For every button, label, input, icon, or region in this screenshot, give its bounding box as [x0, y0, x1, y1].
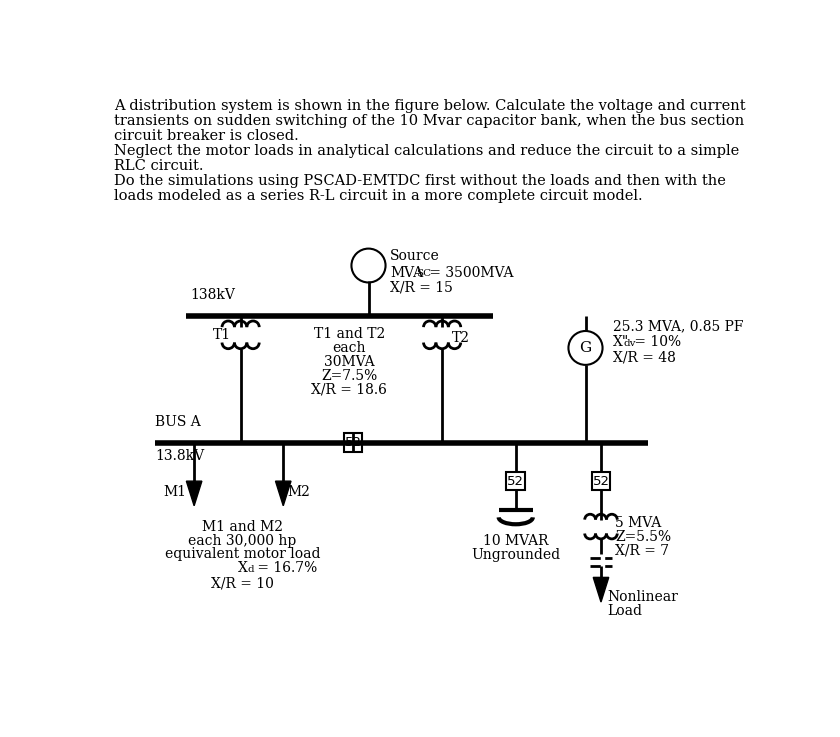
Text: X: X	[238, 561, 248, 575]
Text: Do the simulations using PSCAD-EMTDC first without the loads and then with the: Do the simulations using PSCAD-EMTDC fir…	[114, 174, 726, 188]
Text: BUS A: BUS A	[155, 415, 201, 429]
Text: 5 MVA: 5 MVA	[615, 516, 661, 530]
Text: M2: M2	[287, 485, 310, 499]
Bar	[344, 433, 362, 452]
Text: M1: M1	[163, 485, 186, 499]
Text: Z=5.5%: Z=5.5%	[615, 530, 671, 544]
Text: each: each	[333, 341, 366, 355]
Circle shape	[569, 331, 602, 365]
Text: T1 and T2: T1 and T2	[313, 327, 385, 341]
Text: Source: Source	[391, 248, 440, 262]
Polygon shape	[186, 481, 202, 506]
Text: Neglect the motor loads in analytical calculations and reduce the circuit to a s: Neglect the motor loads in analytical ca…	[114, 144, 739, 158]
Text: 138kV: 138kV	[190, 287, 235, 301]
Text: 30MVA: 30MVA	[323, 354, 375, 368]
Text: = 10%: = 10%	[631, 335, 681, 349]
Text: MVA: MVA	[391, 265, 423, 279]
Text: 10 MVAR: 10 MVAR	[483, 534, 549, 548]
Text: X/R = 15: X/R = 15	[391, 281, 453, 295]
Text: T1: T1	[213, 328, 231, 342]
Text: X/R = 48: X/R = 48	[612, 350, 675, 364]
Text: Z=7.5%: Z=7.5%	[321, 368, 377, 383]
Polygon shape	[276, 481, 291, 506]
Text: = 3500MVA: = 3500MVA	[425, 265, 513, 279]
Text: transients on sudden switching of the 10 Mvar capacitor bank, when the bus secti: transients on sudden switching of the 10…	[114, 114, 744, 128]
Text: X/R = 10: X/R = 10	[211, 576, 274, 590]
Text: 13.8kV: 13.8kV	[155, 449, 204, 463]
Text: Nonlinear: Nonlinear	[607, 590, 678, 604]
Text: dv: dv	[623, 339, 636, 348]
Circle shape	[351, 248, 386, 282]
Text: SC: SC	[416, 270, 431, 279]
Text: M1 and M2: M1 and M2	[202, 520, 283, 534]
Text: G: G	[580, 341, 591, 355]
Text: = 16.7%: = 16.7%	[254, 561, 318, 575]
Text: circuit breaker is closed.: circuit breaker is closed.	[114, 129, 299, 143]
Text: 52: 52	[507, 475, 524, 488]
Text: 25.3 MVA, 0.85 PF: 25.3 MVA, 0.85 PF	[612, 319, 743, 333]
Bar	[591, 472, 611, 490]
Text: X/R = 18.6: X/R = 18.6	[311, 383, 387, 397]
Text: loads modeled as a series R-L circuit in a more complete circuit model.: loads modeled as a series R-L circuit in…	[114, 189, 643, 203]
Text: Load: Load	[607, 604, 643, 618]
Text: A distribution system is shown in the figure below. Calculate the voltage and cu: A distribution system is shown in the fi…	[114, 99, 746, 113]
Text: X": X"	[612, 335, 629, 349]
Text: Ungrounded: Ungrounded	[471, 548, 560, 562]
Text: RLC circuit.: RLC circuit.	[114, 159, 204, 173]
Text: d: d	[248, 565, 255, 574]
Text: each 30,000 hp: each 30,000 hp	[188, 534, 297, 548]
Bar	[507, 472, 525, 490]
Text: 52: 52	[344, 436, 361, 449]
Text: 52: 52	[592, 475, 610, 488]
Text: equivalent motor load: equivalent motor load	[165, 548, 320, 562]
Text: X/R = 7: X/R = 7	[615, 543, 669, 557]
Text: T2: T2	[451, 331, 470, 345]
Polygon shape	[593, 577, 609, 602]
